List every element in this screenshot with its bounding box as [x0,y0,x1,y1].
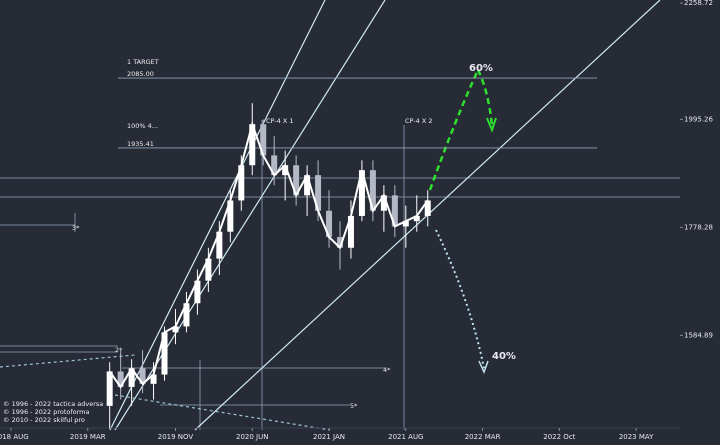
x-tick-label: 2018 AUG [0,433,29,441]
candle-body [424,200,431,216]
layout-lines [0,0,680,431]
candle-body [293,165,300,196]
candle-body [347,215,354,248]
x-tick-label: 2021 AUG [388,433,423,441]
x-tick-label: 2023 MAY [619,433,654,441]
candle-body [402,221,409,227]
candle-body [205,258,212,281]
close-line [108,120,429,389]
x-tick-label: 2019 NOV [158,433,194,441]
candle-body [380,195,387,211]
candle-body [128,368,135,387]
candle-body [117,371,124,387]
x-tick-label: 2019 MAR [70,433,106,441]
annotation: 1 TARGET [127,58,159,66]
annotation: 40% [492,351,516,362]
x-tick-label: 2022 Oct [543,433,575,441]
annotation: CP-4 X 2 [405,117,433,125]
credit: © 2010 - 2022 skilful pro [3,416,85,424]
candle-body [337,237,343,248]
candle-body [172,326,179,333]
x-tick-label: 2020 JUN [236,433,268,441]
candle-body [358,170,365,216]
level-label: 2085.00 [127,70,154,78]
candle-body [238,165,245,201]
candle-body [249,124,256,166]
candle-body [315,175,322,211]
annotation: 5* [350,402,358,410]
candle-body [106,371,113,406]
annotation: 3* [72,224,80,232]
annotations: 1 TARGET 100% 4... CP-4 X 1 CP-4 X 2 60%… [3,58,516,424]
candle-body [391,195,398,227]
candle-body [194,280,201,304]
annotation: CP-4 X 1 [266,117,294,125]
candle-body [216,231,223,259]
candle-body [161,332,168,375]
candle-body [282,165,289,176]
candle-body [183,303,190,327]
annotation: 60% [469,63,493,74]
y-tick-label: 1995.26 [684,115,713,123]
candle-body [326,210,333,238]
candle-body [369,170,376,211]
annotation: 4* [383,366,391,374]
candle-body [139,368,146,384]
x-tick-label: 2022 MAR [465,433,501,441]
credit: © 1996 - 2022 protoforma [3,408,90,416]
candle-body [227,200,234,232]
y-tick-label: 1778.28 [684,223,713,231]
annotation: 2* [115,346,123,354]
x-tick-label: 2021 JAN [313,433,345,441]
candle-body [304,175,311,196]
level-label: 1935.41 [127,140,154,148]
credit: © 1996 - 2022 tactica adversa [3,400,103,408]
y-tick-label: 1584.89 [684,331,713,339]
candle-body [413,215,420,222]
candle-body [260,124,267,156]
candle-body [150,374,157,384]
y-tick-label: 2258.72 [684,0,713,7]
candle-body [271,155,278,176]
annotation: 100% 4... [127,122,158,130]
